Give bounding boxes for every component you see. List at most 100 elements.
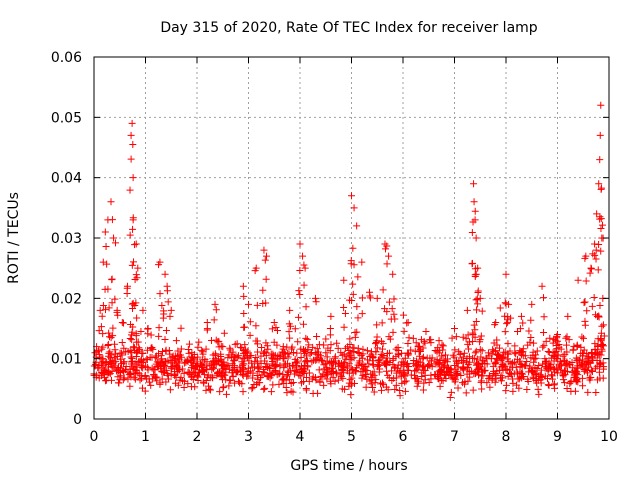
data-point: [390, 363, 398, 371]
data-point: [594, 351, 602, 359]
data-point: [350, 204, 358, 212]
data-point: [258, 344, 266, 352]
data-point: [456, 350, 464, 358]
data-point: [91, 349, 99, 357]
data-point: [129, 141, 137, 149]
data-point: [296, 240, 304, 248]
data-point: [158, 302, 166, 310]
data-point: [528, 300, 536, 308]
data-point: [441, 351, 449, 359]
data-point: [433, 348, 441, 356]
data-point: [546, 334, 554, 342]
data-point: [114, 363, 122, 371]
data-point: [156, 290, 164, 298]
data-point: [505, 358, 513, 366]
data-point: [168, 364, 176, 372]
data-point: [477, 353, 485, 361]
data-point: [581, 254, 589, 262]
data-point: [527, 367, 535, 375]
data-point: [358, 354, 366, 362]
data-point: [231, 340, 239, 348]
x-axis-label: GPS time / hours: [290, 458, 407, 474]
data-point: [592, 255, 600, 263]
data-point: [554, 351, 562, 359]
data-point: [526, 338, 534, 346]
data-point: [166, 312, 174, 320]
data-point: [392, 345, 400, 353]
data-point: [127, 131, 135, 139]
data-point: [569, 346, 577, 354]
data-point: [581, 317, 589, 325]
data-point: [112, 357, 120, 365]
data-point: [101, 228, 109, 236]
data-point: [468, 259, 476, 267]
data-point: [111, 239, 119, 247]
data-point: [597, 185, 605, 193]
data-point: [462, 389, 470, 397]
data-point: [358, 310, 366, 318]
data-point: [551, 384, 559, 392]
data-point: [113, 308, 121, 316]
data-point: [128, 328, 136, 336]
data-point: [108, 216, 116, 224]
data-point: [350, 344, 358, 352]
data-point: [220, 383, 228, 391]
data-point: [244, 372, 252, 380]
data-point: [470, 180, 478, 188]
data-point: [381, 240, 389, 248]
data-point: [553, 337, 561, 345]
chart-title: Day 315 of 2020, Rate Of TEC Index for r…: [160, 20, 537, 36]
data-point: [496, 344, 504, 352]
x-tick-label: 10: [600, 429, 618, 445]
data-point: [276, 369, 284, 377]
data-point: [212, 336, 220, 344]
data-point: [283, 389, 291, 397]
data-point: [102, 242, 110, 250]
data-point: [350, 261, 358, 269]
data-point: [545, 381, 553, 389]
data-point: [348, 374, 356, 382]
data-point: [302, 374, 310, 382]
data-point: [597, 247, 605, 255]
data-point: [208, 373, 216, 381]
y-tick-label: 0: [73, 412, 82, 428]
data-point: [427, 375, 435, 383]
data-point: [354, 348, 362, 356]
data-point: [253, 301, 261, 309]
data-point: [180, 384, 188, 392]
data-point: [418, 363, 426, 371]
data-point: [175, 355, 183, 363]
data-point: [241, 341, 249, 349]
data-point: [596, 156, 604, 164]
data-point: [465, 345, 473, 353]
data-point: [285, 350, 293, 358]
data-point: [530, 358, 538, 366]
data-point: [340, 304, 348, 312]
x-tick-label: 9: [553, 429, 562, 445]
data-point: [596, 302, 604, 310]
data-point: [237, 343, 245, 351]
data-point: [435, 367, 443, 375]
data-point: [505, 300, 513, 308]
data-point: [436, 357, 444, 365]
data-point: [501, 362, 509, 370]
data-point: [212, 306, 220, 314]
data-point: [396, 392, 404, 400]
data-point: [180, 369, 188, 377]
data-point: [366, 294, 374, 302]
data-point: [595, 241, 603, 249]
data-point: [127, 358, 135, 366]
data-point: [137, 328, 145, 336]
data-point: [354, 314, 362, 322]
data-point: [525, 327, 533, 335]
data-point: [379, 352, 387, 360]
data-point: [598, 341, 606, 349]
data-point: [301, 264, 309, 272]
y-tick-label: 0.05: [51, 110, 82, 126]
data-point: [439, 346, 447, 354]
data-point: [528, 367, 536, 375]
data-point: [554, 331, 561, 339]
data-point: [297, 379, 305, 387]
data-point: [205, 385, 213, 393]
data-point: [358, 362, 366, 370]
